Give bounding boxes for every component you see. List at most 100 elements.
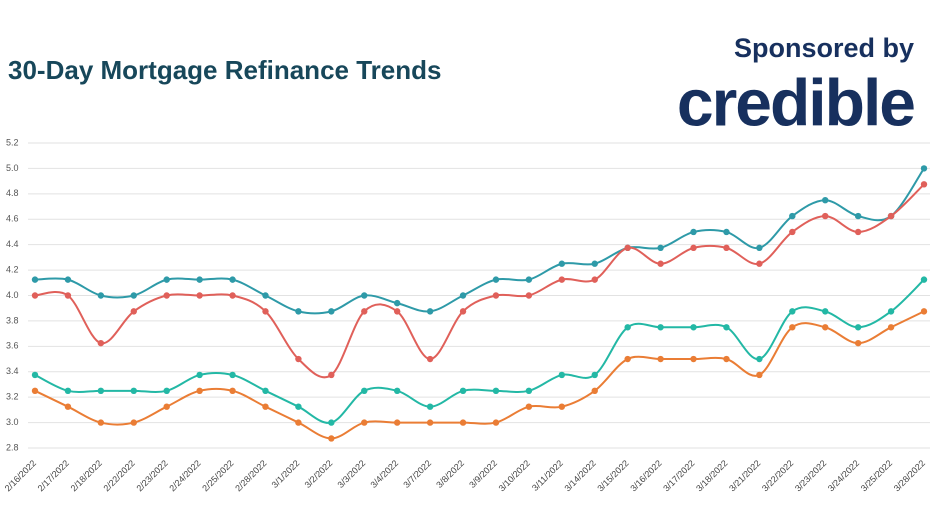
point <box>887 212 895 220</box>
x-tick-label: 3/10/2022 <box>497 458 532 493</box>
point <box>525 292 533 299</box>
x-tick-label: 3/14/2022 <box>562 458 597 493</box>
point <box>196 387 203 395</box>
point <box>459 292 467 299</box>
y-tick-label: 4.2 <box>6 264 19 274</box>
chart-title: 30-Day Mortgage Refinance Trends <box>8 55 441 85</box>
point <box>624 324 631 331</box>
point <box>64 276 72 283</box>
point <box>328 435 335 442</box>
point <box>130 387 137 395</box>
point <box>426 308 434 315</box>
point <box>459 419 467 426</box>
point <box>295 419 302 426</box>
point <box>492 387 500 395</box>
x-tick-label: 3/21/2022 <box>727 458 762 493</box>
point <box>97 292 105 299</box>
point <box>262 387 269 395</box>
point <box>854 228 862 236</box>
point <box>393 387 401 395</box>
x-tick-label: 3/7/2022 <box>401 458 433 490</box>
point <box>426 419 434 426</box>
x-tick-label: 2/16/2022 <box>3 458 38 493</box>
point <box>854 339 862 347</box>
point <box>196 276 203 283</box>
x-tick-label: 3/18/2022 <box>694 458 729 493</box>
point <box>591 276 598 283</box>
x-tick-label: 3/22/2022 <box>760 458 795 493</box>
line <box>34 167 925 315</box>
point <box>393 299 401 307</box>
point <box>361 292 368 299</box>
point <box>163 276 170 283</box>
point <box>756 371 763 379</box>
point <box>361 308 368 315</box>
point <box>525 387 533 395</box>
x-tick-label: 2/28/2022 <box>233 458 268 493</box>
point <box>295 403 302 410</box>
point <box>657 324 664 331</box>
x-tick-label: 2/22/2022 <box>101 458 136 493</box>
point <box>558 403 566 410</box>
point <box>130 292 137 299</box>
point <box>854 212 862 220</box>
point <box>624 244 631 252</box>
point <box>723 228 730 236</box>
point <box>31 292 39 299</box>
point <box>756 260 763 267</box>
point <box>393 308 401 315</box>
x-tick-label: 3/23/2022 <box>793 458 828 493</box>
point <box>97 419 105 426</box>
y-tick-label: 3.8 <box>6 315 19 325</box>
y-tick-label: 3.2 <box>6 392 19 402</box>
point <box>31 387 39 395</box>
point <box>492 276 500 283</box>
x-tick-label: 3/11/2022 <box>530 458 565 493</box>
y-tick-label: 3.0 <box>6 417 19 427</box>
point <box>262 292 269 299</box>
x-tick-label: 3/4/2022 <box>368 458 400 490</box>
point <box>426 355 434 363</box>
point <box>262 403 269 410</box>
point <box>591 260 598 267</box>
point <box>361 387 368 395</box>
x-tick-label: 3/3/2022 <box>335 458 367 490</box>
point <box>723 244 730 252</box>
x-tick-label: 2/17/2022 <box>36 458 71 493</box>
point <box>657 260 664 267</box>
x-tick-label: 3/2/2022 <box>303 458 335 490</box>
point <box>789 308 796 315</box>
point <box>459 387 467 395</box>
x-tick-label: 3/25/2022 <box>859 458 894 493</box>
point <box>887 308 895 315</box>
point <box>229 292 236 299</box>
point <box>789 324 796 331</box>
y-tick-label: 4.0 <box>6 290 19 300</box>
point <box>558 260 566 267</box>
point <box>64 403 72 410</box>
y-tick-label: 4.6 <box>6 214 19 224</box>
point <box>822 196 829 204</box>
x-tick-label: 3/16/2022 <box>628 458 663 493</box>
point <box>328 419 335 426</box>
line <box>34 183 925 379</box>
point <box>624 355 631 363</box>
x-tick-label: 3/24/2022 <box>826 458 861 493</box>
point <box>558 371 566 379</box>
y-tick-label: 3.4 <box>6 366 19 376</box>
point <box>328 371 335 379</box>
x-tick-label: 3/9/2022 <box>467 458 499 490</box>
x-tick-label: 3/15/2022 <box>595 458 630 493</box>
point <box>31 371 39 379</box>
point <box>657 355 664 363</box>
point <box>920 165 928 172</box>
y-tick-label: 3.6 <box>6 341 19 351</box>
y-tick-label: 5.0 <box>6 163 19 173</box>
point <box>822 212 829 220</box>
y-tick-label: 2.8 <box>6 442 19 452</box>
point <box>130 308 137 315</box>
point <box>690 324 697 331</box>
sponsor-text: Sponsored by <box>734 33 914 63</box>
point <box>920 308 928 315</box>
